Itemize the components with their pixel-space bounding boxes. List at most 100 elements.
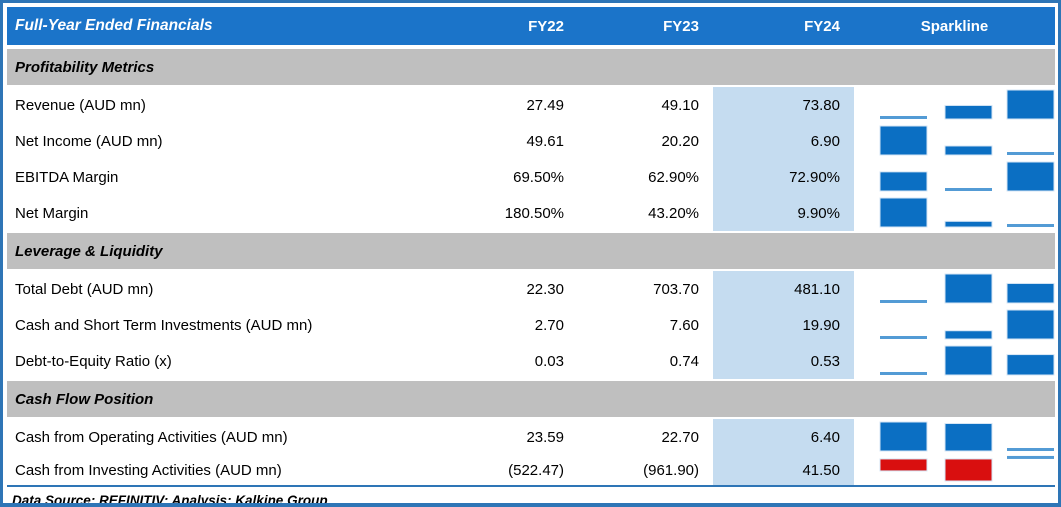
sparkline-cell [854, 419, 1055, 455]
table-row: Net Margin 180.50% 43.20% 9.90% [7, 195, 1055, 231]
sparkline-bar [944, 273, 993, 304]
value-cell-fy22: (522.47) [508, 461, 564, 479]
value-cell-fy24: 41.50 [713, 455, 854, 485]
section-label: Leverage & Liquidity [15, 242, 163, 260]
row-label: Cash from Operating Activities (AUD mn) [15, 428, 288, 446]
table-row: Revenue (AUD mn) 27.49 49.10 73.80 [7, 87, 1055, 123]
row-label: Debt-to-Equity Ratio (x) [15, 352, 172, 370]
row-label: Revenue (AUD mn) [15, 96, 146, 114]
table-row: Net Income (AUD mn) 49.61 20.20 6.90 [7, 123, 1055, 159]
table-header-row: Full-Year Ended Financials FY22 FY23 FY2… [7, 7, 1055, 45]
section-label: Profitability Metrics [15, 58, 155, 76]
sparkline-cell [854, 271, 1055, 307]
sparkline-cell [854, 195, 1055, 231]
sparkline-bar [880, 336, 927, 339]
value-cell-fy22: 49.61 [526, 132, 564, 150]
sparkline-bar [1007, 152, 1054, 155]
section-header-row: Cash Flow Position [7, 379, 1055, 419]
value-cell-fy22: 22.30 [526, 280, 564, 298]
sparkline-cell [854, 455, 1055, 485]
value-cell-fy24: 6.40 [713, 419, 854, 455]
value-cell-fy24: 6.90 [713, 123, 854, 159]
table-row: EBITDA Margin 69.50% 62.90% 72.90% [7, 159, 1055, 195]
sparkline-cell [854, 123, 1055, 159]
table-row: Debt-to-Equity Ratio (x) 0.03 0.74 0.53 [7, 343, 1055, 379]
value-cell-fy23: 0.74 [669, 352, 699, 370]
table-row: Cash from Operating Activities (AUD mn) 2… [7, 419, 1055, 455]
value-cell-fy24: 481.10 [713, 271, 854, 307]
sparkline-bar [1006, 282, 1055, 304]
value-cell-fy22: 27.49 [526, 96, 564, 114]
table-body: Profitability Metrics Revenue (AUD mn) 27.… [7, 47, 1055, 485]
sparkline-bar [944, 423, 993, 452]
value-cell-fy23: 62.90% [648, 168, 699, 186]
value-cell-fy23: 703.70 [653, 280, 699, 298]
sparkline-bar [879, 125, 928, 156]
sparkline-chart [879, 161, 1055, 192]
table-row: Total Debt (AUD mn) 22.30 703.70 481.10 [7, 271, 1055, 307]
value-cell-fy23: 22.70 [661, 428, 699, 446]
sparkline-chart [880, 345, 1055, 376]
value-cell-fy22: 23.59 [526, 428, 564, 446]
sparkline-bar [880, 300, 927, 303]
value-cell-fy23: 20.20 [661, 132, 699, 150]
sparkline-chart [879, 125, 1054, 156]
sparkline-bar [879, 458, 928, 472]
sparkline-bar [1007, 448, 1054, 451]
value-cell-fy24: 19.90 [713, 307, 854, 343]
value-cell-fy24: 9.90% [713, 195, 854, 231]
column-header-fy24: FY24 [804, 17, 840, 35]
value-cell-fy22: 180.50% [504, 204, 564, 222]
sparkline-bar [880, 116, 927, 119]
sparkline-cell [854, 87, 1055, 123]
sparkline-bar [944, 220, 993, 228]
value-cell-fy23: (961.90) [643, 461, 699, 479]
sparkline-bar [879, 197, 928, 228]
value-cell-fy22: 0.03 [534, 352, 564, 370]
sparkline-cell [854, 343, 1055, 379]
value-cell-fy22: 2.70 [534, 316, 564, 334]
section-header-row: Leverage & Liquidity [7, 231, 1055, 271]
sparkline-chart [879, 455, 1054, 482]
sparkline-bar [1006, 89, 1055, 120]
sparkline-bar [944, 345, 993, 376]
column-header-fy22: FY22 [528, 17, 564, 35]
sparkline-chart [880, 273, 1055, 304]
value-cell-fy23: 49.10 [661, 96, 699, 114]
sparkline-bar [879, 171, 928, 192]
row-label: Total Debt (AUD mn) [15, 280, 154, 298]
sparkline-bar [879, 421, 928, 452]
sparkline-bar [1006, 309, 1055, 340]
sparkline-bar [880, 372, 927, 375]
row-label: EBITDA Margin [15, 168, 119, 186]
value-cell-fy24: 73.80 [713, 87, 854, 123]
row-label: Cash and Short Term Investments (AUD mn) [15, 316, 313, 334]
column-header-fy23: FY23 [663, 17, 699, 35]
value-cell-fy23: 7.60 [669, 316, 699, 334]
row-label: Net Income (AUD mn) [15, 132, 163, 150]
sparkline-cell [854, 307, 1055, 343]
row-label: Cash from Investing Activities (AUD mn) [15, 461, 282, 479]
sparkline-bar [944, 330, 993, 340]
table-title: Full-Year Ended Financials [15, 17, 213, 34]
section-header-row: Profitability Metrics [7, 47, 1055, 87]
value-cell-fy22: 69.50% [513, 168, 564, 186]
sparkline-bar [945, 188, 992, 191]
sparkline-bar [1006, 161, 1055, 192]
footer-source-text: Data Source: REFINITIV; Analysis: Kalkin… [12, 492, 328, 507]
row-label: Net Margin [15, 204, 89, 222]
sparkline-bar [1006, 354, 1055, 376]
sparkline-chart [879, 197, 1054, 228]
sparkline-cell [854, 159, 1055, 195]
sparkline-chart [880, 309, 1055, 340]
value-cell-fy23: 43.20% [648, 204, 699, 222]
value-cell-fy24: 72.90% [713, 159, 854, 195]
value-cell-fy24: 0.53 [713, 343, 854, 379]
table-footer: Data Source: REFINITIV; Analysis: Kalkin… [7, 485, 1055, 507]
sparkline-bar [944, 104, 993, 120]
sparkline-bar [944, 145, 993, 156]
column-header-sparkline: Sparkline [920, 17, 989, 35]
sparkline-chart [879, 421, 1054, 452]
table-row: Cash and Short Term Investments (AUD mn)… [7, 307, 1055, 343]
